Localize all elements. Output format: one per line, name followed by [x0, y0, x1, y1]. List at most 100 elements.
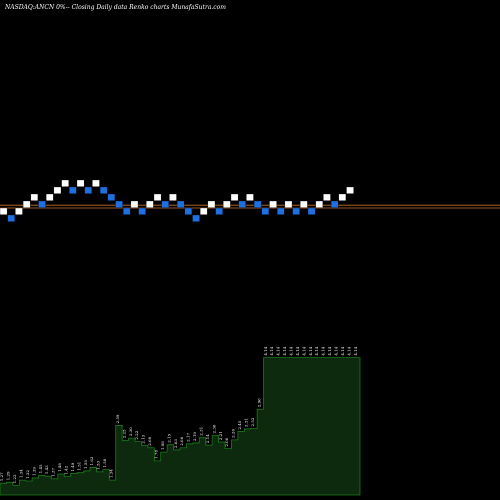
renko-brick-up [230, 193, 239, 201]
renko-brick-up [130, 200, 139, 208]
price-area-label: 1.39 [31, 467, 36, 476]
renko-brick-down [69, 186, 77, 194]
renko-brick-down [161, 200, 169, 208]
price-area-label: 4.14 [346, 346, 351, 355]
price-area-label: 1.53 [96, 460, 101, 469]
renko-brick-up [346, 186, 354, 194]
price-area-label: 2.31 [199, 427, 204, 436]
price-area-label: 4.14 [353, 346, 358, 355]
price-area-label: 4.14 [301, 346, 306, 355]
price-area-label: 1.48 [57, 463, 62, 472]
price-area-label: 1.55 [83, 460, 88, 469]
price-area-label: 2.96 [256, 398, 261, 407]
renko-brick-down [277, 207, 285, 215]
price-area-label: 1.37 [51, 467, 56, 476]
price-area-label: 4.14 [321, 346, 326, 355]
price-area-label: 2.30 [128, 427, 133, 436]
price-area-label: 1.49 [70, 462, 75, 471]
renko-brick-up [15, 207, 23, 215]
renko-brick-down [238, 200, 246, 208]
renko-brick-up [200, 207, 208, 215]
price-area-label: 4.14 [314, 346, 319, 355]
renko-brick-down [38, 200, 46, 208]
price-area-labels: 1.27 1.29 1.221.34 1.32 1.39 1.45 1.43 1.371.48… [0, 346, 358, 483]
renko-brick-down [261, 207, 270, 215]
renko-brick-down [115, 200, 123, 208]
renko-brick-down [215, 207, 223, 215]
price-area-label: 2.45 [237, 420, 242, 429]
renko-brick-down [176, 200, 185, 208]
price-area-label: 2.25 [121, 429, 126, 438]
renko-brick-down [138, 207, 146, 215]
renko-brick-up [146, 200, 154, 208]
price-area-label: 1.98 [160, 441, 165, 450]
price-area-label: 1.58 [102, 458, 107, 467]
renko-brick-up [76, 179, 85, 187]
renko-brick-up [284, 200, 293, 208]
price-area-label: 4.14 [269, 346, 274, 355]
chart-title: NASDAQ:ANCN 0%-- Closing Daily data Renk… [4, 4, 226, 11]
renko-brick-up [22, 200, 31, 208]
price-area-label: 1.42 [64, 465, 69, 474]
renko-brick-down [7, 214, 15, 222]
price-area-label: 1.45 [38, 464, 43, 473]
renko-brick-down [307, 207, 316, 215]
price-area-label: 4.14 [263, 346, 268, 355]
price-area-label: 1.27 [0, 472, 4, 481]
price-area-label: 2.08 [147, 436, 152, 445]
renko-reference-lines [0, 204, 500, 209]
price-area-label: 2.51 [244, 418, 249, 427]
renko-brick-up [0, 207, 8, 215]
price-area-panel [0, 357, 361, 496]
renko-brick-down [292, 207, 300, 215]
price-area-label: 2.36 [211, 424, 216, 433]
renko-brick-up [207, 200, 216, 208]
price-area-label: 2.19 [192, 432, 197, 441]
renko-brick-up [246, 193, 254, 201]
renko-bricks [0, 179, 354, 222]
renko-brick-down [99, 186, 108, 194]
price-area-label: 4.14 [289, 346, 294, 355]
price-area-label: 1.78 [154, 450, 159, 459]
renko-brick-down [107, 193, 116, 201]
renko-brick-down [123, 207, 131, 215]
renko-brick-up [223, 200, 231, 208]
price-area-label: 2.13 [141, 434, 146, 443]
price-area-label: 2.22 [134, 430, 139, 439]
price-area-label: 2.26 [231, 429, 236, 438]
renko-brick-up [53, 186, 62, 194]
price-area-label: 2.15 [166, 433, 171, 442]
price-area-label: 4.14 [334, 346, 339, 355]
renko-brick-up [300, 200, 308, 208]
price-area-label: 2.03 [173, 439, 178, 448]
renko-brick-up [153, 193, 162, 201]
price-area-label: 4.14 [295, 346, 300, 355]
price-area-label: 1.32 [25, 470, 30, 479]
renko-brick-down [253, 200, 262, 208]
price-area-label: 2.52 [250, 417, 255, 426]
price-area-label: 4.14 [327, 346, 332, 355]
price-area-label: 4.14 [308, 346, 313, 355]
price-area-label: 1.34 [109, 469, 114, 478]
renko-brick-up [269, 200, 277, 208]
price-area-label: 1.63 [89, 456, 94, 465]
renko-brick-up [61, 179, 69, 187]
price-area-label: 2.21 [218, 431, 223, 440]
price-area-label: 1.51 [76, 462, 81, 471]
renko-brick-down [330, 200, 339, 208]
price-area-label: 2.08 [179, 436, 184, 445]
renko-brick-up [323, 193, 331, 201]
renko-brick-up [46, 193, 54, 201]
renko-brick-up [315, 200, 323, 208]
price-area-label: 2.59 [115, 414, 120, 423]
price-area-label: 2.17 [186, 432, 191, 441]
price-area-label: 1.22 [12, 474, 17, 483]
price-area-label: 4.14 [282, 346, 287, 355]
renko-brick-down [184, 207, 193, 215]
price-area-label: 4.14 [276, 346, 281, 355]
renko-brick-up [169, 193, 177, 201]
price-area-label: 1.29 [6, 471, 11, 480]
renko-brick-up [338, 193, 347, 201]
